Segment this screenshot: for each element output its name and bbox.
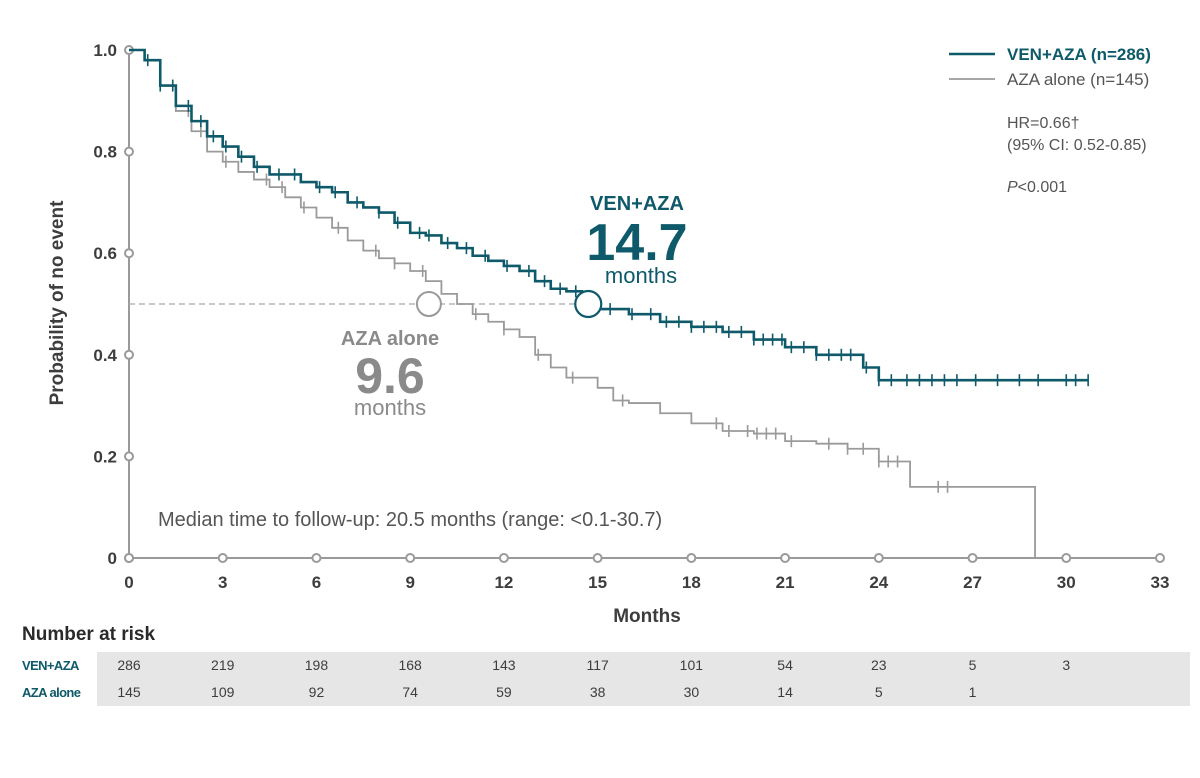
x-tick-label: 21 [776,573,795,592]
x-tick-label: 9 [405,573,414,592]
risk-cell: 219 [211,657,235,673]
risk-cell: 1 [968,684,977,700]
hr-line1: HR=0.66† [1007,115,1080,132]
hr-line2: (95% CI: 0.52-0.85) [1007,137,1147,154]
x-tick-mark [405,553,416,563]
risk-cell: 198 [304,657,329,673]
ven-aza-curve [129,48,1089,382]
ven-median-marker [574,289,603,319]
risk-row-label: AZA alone [22,685,81,700]
y-tick-label: 0.8 [93,143,117,162]
ven-annotation-unit: months [605,263,677,288]
aza-annotation-value: 9.6 [355,348,425,404]
y-tick-label: 0.2 [93,447,117,466]
y-axis-title: Probability of no event [47,200,68,405]
risk-cell: 5 [968,657,977,673]
risk-cell: 145 [117,684,141,700]
aza-annotation-unit: months [354,395,426,420]
risk-cell: 3 [1062,657,1071,673]
y-tick-mark [124,248,134,259]
followup-note: Median time to follow-up: 20.5 months (r… [158,509,662,531]
x-tick-mark [592,553,603,563]
x-tick-mark [217,553,228,563]
risk-cell: 54 [777,657,793,673]
x-axis-title: Months [613,606,681,627]
x-tick-label: 24 [869,573,888,592]
risk-cell: 286 [117,657,141,673]
risk-cell: 5 [874,684,883,700]
p-value: P<0.001 [1007,179,1067,196]
x-tick-label: 27 [963,573,982,592]
x-tick-mark [124,553,134,563]
y-tick-mark [124,146,134,157]
ven-annotation-name: VEN+AZA [590,193,684,215]
x-tick-label: 0 [124,573,133,592]
y-tick-label: 0.6 [93,244,117,263]
risk-cell: 109 [211,684,235,700]
x-tick-mark [498,553,509,563]
aza-median-marker [415,291,442,317]
risk-row-ven: VEN+AZA 286 219 198 168 143 117 101 54 23 5 3 [0,652,1190,679]
km-chart: 0 0.2 0.4 0.6 0.8 1.0 0 3 6 9 12 15 18 21 24 27 30 33 Pr… [47,41,1170,627]
aza-censor-marks [187,104,949,493]
p-italic: P [1007,179,1018,196]
y-ticks: 0 0.2 0.4 0.6 0.8 1.0 [93,41,134,568]
y-tick-label: 0.4 [93,346,117,365]
risk-cell: 38 [589,684,606,700]
x-ticks: 0 3 6 9 12 15 18 21 24 27 30 33 [124,553,1170,592]
risk-table: VEN+AZA 286 219 198 168 143 117 101 54 23 5 3 AZA al… [0,652,1190,706]
x-tick-label: 12 [494,573,513,592]
x-tick-label: 3 [218,573,227,592]
risk-row-aza: AZA alone 145 109 92 74 59 38 30 14 5 1 [0,679,1190,706]
risk-cell: 92 [308,684,325,700]
legend-aza-label: AZA alone (n=145) [1007,70,1149,89]
risk-cell: 168 [398,657,422,673]
y-tick-mark [124,451,134,462]
risk-row-band [97,652,1190,679]
aza-alone-curve [129,49,1036,558]
x-tick-mark [967,553,978,563]
x-tick-mark [1155,553,1165,563]
risk-cell: 117 [586,657,609,673]
risk-row-band [97,679,1190,706]
legend-ven-label: VEN+AZA (n=286) [1007,45,1151,64]
x-tick-label: 6 [312,573,321,592]
risk-cell: 30 [683,684,700,700]
risk-cell [1036,679,1096,706]
x-tick-mark [780,553,791,563]
risk-cell: 143 [492,657,516,673]
x-tick-label: 30 [1057,573,1076,592]
x-tick-label: 15 [588,573,607,592]
y-tick-mark [124,349,134,360]
aza-annotation-name: AZA alone [341,328,439,350]
risk-row-label: VEN+AZA [22,658,79,673]
risk-cell: 14 [777,684,793,700]
y-tick-label: 0 [108,549,117,568]
x-tick-label: 18 [682,573,701,592]
y-tick-label: 1.0 [93,41,117,60]
ven-censor-marks [146,54,1089,387]
risk-cell: 59 [496,684,512,700]
p-rest: <0.001 [1018,179,1067,196]
ven-annotation-value: 14.7 [586,214,687,272]
risk-cell: 74 [402,684,418,700]
risk-cell: 23 [871,657,887,673]
x-tick-label: 33 [1151,573,1170,592]
risk-table-title: Number at risk [22,624,156,645]
x-tick-mark [686,553,697,563]
risk-cell: 101 [679,657,704,673]
x-tick-mark [1061,553,1072,563]
x-tick-mark [311,553,322,563]
x-tick-mark [873,553,884,563]
